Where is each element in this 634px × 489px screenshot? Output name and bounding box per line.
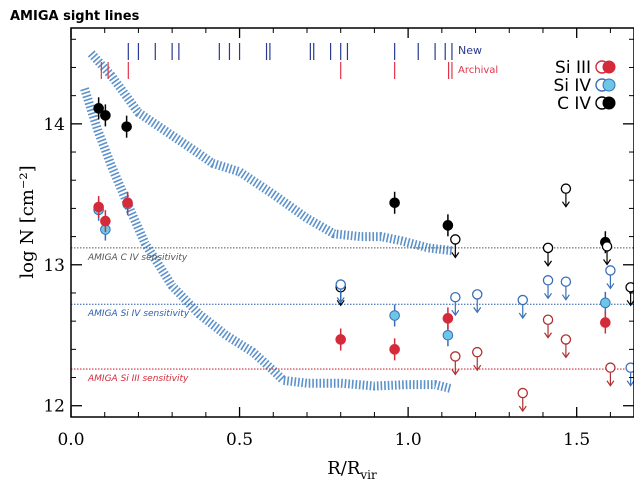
c-iv-limit-arrowhead-2 <box>544 260 553 267</box>
si-iii-detection-6 <box>600 317 611 328</box>
sensitivity-lines: AMIGA C IV sensitivity AMIGA Si IV sensit… <box>71 247 634 384</box>
band-si-iv <box>80 87 454 394</box>
si-iv-limit-arrowhead-5 <box>561 294 570 301</box>
si-iv-limit-arrowhead-2 <box>473 307 482 314</box>
si-iv-upper-limit-6 <box>605 265 616 276</box>
sensitivity-label-1: AMIGA Si IV sensitivity <box>87 309 190 319</box>
legend-filled-marker-1 <box>602 78 616 92</box>
legend-label-1: Si IV <box>553 76 591 96</box>
axes: 0.0 0.5 1.0 1.5 12 13 14 <box>43 28 634 450</box>
c-iv-upper-limit-3 <box>560 183 572 194</box>
c-iv-detection-4 <box>442 220 454 231</box>
chart-title: AMIGA sight lines <box>10 9 140 24</box>
si-iii-detection-1 <box>100 215 111 227</box>
si-iii-upper-limit-4 <box>560 334 572 345</box>
c-iv-upper-limit-2 <box>542 242 554 254</box>
si-iv-upper-limit-0 <box>335 279 346 290</box>
si-iii-upper-limit-1 <box>471 346 483 358</box>
legend-archival-label: Archival <box>458 65 498 76</box>
si-iii-limit-arrowhead-5 <box>606 380 615 387</box>
si-iii-upper-limit-0 <box>450 351 461 362</box>
data-points <box>93 97 634 413</box>
c-iv-upper-limit-5 <box>625 282 634 293</box>
y-axis-label: log N [cm⁻²] <box>17 165 38 278</box>
c-iv-limit-arrowhead-3 <box>561 201 570 208</box>
si-iii-detection-3 <box>335 334 347 345</box>
plot-frame <box>70 27 634 418</box>
si-iii-limit-arrowhead-3 <box>544 332 553 339</box>
sensitivity-label-0: AMIGA C IV sensitivity <box>87 253 188 263</box>
si-iii-limit-arrowhead-4 <box>561 352 570 359</box>
legend-label-0: Si III <box>555 58 591 78</box>
si-iv-limit-arrowhead-6 <box>606 283 615 290</box>
si-iv-upper-limit-1 <box>450 291 461 303</box>
c-iv-upper-limit-4 <box>601 241 613 252</box>
si-iv-limit-arrowhead-4 <box>544 292 553 300</box>
si-iv-limit-arrowhead-7 <box>626 380 634 387</box>
si-iii-upper-limit-2 <box>517 387 528 399</box>
y-tick-label-1: 13 <box>43 256 65 276</box>
c-iv-limit-arrowhead-1 <box>451 252 460 259</box>
si-iv-limit-arrowhead-1 <box>451 309 460 317</box>
si-iv-upper-limit-4 <box>542 275 554 286</box>
legend-label-2: C IV <box>557 94 591 114</box>
legend-filled-marker-2 <box>602 96 616 110</box>
c-iv-upper-limit-1 <box>450 234 461 245</box>
si-iv-detection-4 <box>442 329 454 341</box>
x-tick-label-0: 0.0 <box>57 430 84 450</box>
c-iv-detection-1 <box>100 110 111 121</box>
x-tick-label-1: 0.5 <box>226 430 253 450</box>
sightline-ticks <box>100 43 453 79</box>
si-iv-limit-arrowhead-3 <box>518 312 527 320</box>
si-iii-detection-5 <box>442 313 454 324</box>
x-tick-label-3: 1.5 <box>563 430 590 450</box>
c-iv-limit-arrowhead-0 <box>336 299 345 307</box>
c-iv-limit-arrowhead-4 <box>603 259 612 266</box>
si-iv-upper-limit-2 <box>471 289 483 300</box>
legend-new-label: New <box>458 44 482 57</box>
model-bands <box>80 50 454 394</box>
c-iv-detection-2 <box>121 121 132 132</box>
si-iii-upper-limit-5 <box>605 362 616 373</box>
c-iv-detection-3 <box>389 197 400 209</box>
legend-filled-marker-0 <box>602 60 616 74</box>
x-axis-label: R/Rvir <box>327 458 377 482</box>
si-iii-limit-arrowhead-2 <box>518 405 527 413</box>
si-iii-limit-arrowhead-1 <box>473 364 482 372</box>
si-iv-upper-limit-5 <box>560 276 572 287</box>
si-iv-limit-arrowhead-0 <box>336 297 345 304</box>
y-tick-label-0: 12 <box>43 397 65 417</box>
si-iii-upper-limit-3 <box>542 314 554 325</box>
x-tick-label-2: 1.0 <box>395 430 422 450</box>
sensitivity-label-2: AMIGA Si III sensitivity <box>87 374 189 384</box>
si-iii-detection-4 <box>389 344 400 355</box>
si-iv-upper-limit-7 <box>625 362 634 373</box>
c-iv-limit-arrowhead-5 <box>626 299 634 307</box>
si-iv-detection-5 <box>600 297 611 309</box>
si-iii-detection-0 <box>93 201 104 213</box>
y-tick-label-2: 14 <box>43 115 65 135</box>
band-c-iv <box>87 50 453 256</box>
si-iv-detection-3 <box>389 310 400 321</box>
si-iv-upper-limit-3 <box>517 294 528 306</box>
si-iii-limit-arrowhead-0 <box>451 369 460 376</box>
si-iii-detection-2 <box>122 197 133 209</box>
c-iv-detection-0 <box>93 103 104 114</box>
